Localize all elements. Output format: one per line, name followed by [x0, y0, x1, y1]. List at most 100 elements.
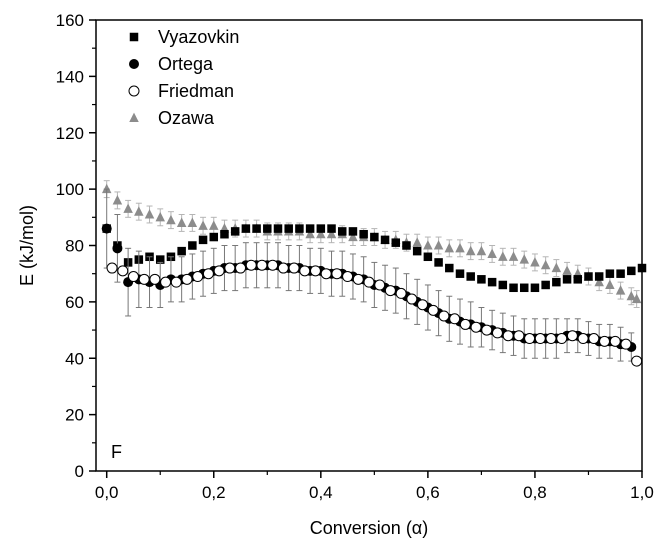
- vyazovkin-point: [316, 224, 326, 233]
- vyazovkin-point: [605, 269, 615, 278]
- friedman-point: [170, 276, 182, 288]
- ozawa-point: [626, 290, 637, 301]
- friedman-point: [395, 287, 407, 299]
- ozawa-point: [540, 259, 551, 270]
- x-tick-label: 0,6: [416, 483, 440, 502]
- ozawa-point: [326, 228, 337, 239]
- vyazovkin-point: [263, 224, 272, 233]
- friedman-point: [599, 335, 611, 347]
- y-tick-label: 20: [65, 406, 84, 425]
- vyazovkin-point: [348, 227, 358, 236]
- vyazovkin-point: [477, 275, 486, 284]
- friedman-point: [502, 330, 514, 342]
- legend-item-vyazovkin: Vyazovkin: [129, 27, 239, 47]
- legend-item-ortega: Ortega: [129, 54, 214, 74]
- x-tick-label: 0,4: [309, 483, 333, 502]
- friedman-point: [545, 333, 557, 345]
- ozawa-point: [498, 251, 508, 261]
- ozawa-point: [615, 285, 626, 295]
- friedman-point: [299, 265, 311, 277]
- ozawa-point: [519, 254, 529, 264]
- friedman-point: [192, 271, 204, 283]
- ozawa-point: [316, 228, 326, 239]
- friedman-point: [609, 335, 621, 347]
- ozawa-point: [508, 251, 519, 261]
- friedman-point: [534, 333, 546, 345]
- ozawa-point: [455, 242, 465, 253]
- friedman-point: [106, 262, 118, 274]
- y-tick-label: 60: [65, 293, 84, 312]
- friedman-point: [513, 330, 525, 342]
- ortega-point: [101, 223, 112, 234]
- legend-label-ortega: Ortega: [158, 54, 214, 74]
- vyazovkin-point: [562, 275, 572, 284]
- friedman-point: [481, 324, 493, 336]
- y-tick-label: 120: [56, 124, 84, 143]
- vyazovkin-point: [466, 272, 475, 281]
- plot-content: [101, 180, 647, 367]
- vyazovkin-point: [573, 275, 583, 284]
- y-tick-label: 80: [65, 237, 84, 256]
- axis-ticks: 0,0 0,2 0,4 0,6 0,8 1,0 0 20 40 60 80 100 120 140 160: [56, 11, 654, 502]
- vyazovkin-point: [616, 269, 625, 278]
- ozawa-point: [348, 231, 358, 242]
- ozawa-point: [487, 248, 497, 259]
- vyazovkin-point: [252, 224, 261, 233]
- vyazovkin-point: [412, 246, 422, 256]
- vyazovkin-point: [391, 238, 401, 247]
- y-axis-label: E (kJ/mol): [17, 205, 37, 286]
- friedman-point: [320, 268, 332, 280]
- vyazovkin-point: [541, 280, 550, 290]
- ozawa-point: [465, 245, 476, 256]
- vyazovkin-point: [487, 277, 497, 287]
- ozawa-point: [562, 265, 572, 275]
- friedman-point: [245, 259, 257, 271]
- ozawa-point: [123, 203, 133, 213]
- friedman-point: [267, 259, 279, 271]
- vyazovkin-point: [509, 283, 518, 293]
- vyazovkin-point: [380, 235, 390, 245]
- ozawa-point: [187, 217, 198, 228]
- x-tick-label: 0,8: [523, 483, 547, 502]
- vyazovkin-point: [423, 252, 433, 262]
- vyazovkin-point: [519, 283, 529, 293]
- friedman-point: [577, 333, 589, 345]
- friedman-point: [181, 273, 193, 285]
- friedman-point: [256, 259, 268, 271]
- vyazovkin-point: [498, 280, 508, 290]
- friedman-point: [556, 333, 568, 345]
- ozawa-point: [134, 206, 144, 216]
- vyazovkin-point: [455, 269, 465, 278]
- ortega-point: [112, 243, 123, 254]
- friedman-point: [459, 318, 471, 330]
- friedman-point: [342, 271, 354, 283]
- vyazovkin-point: [177, 246, 186, 256]
- vyazovkin-point: [220, 229, 229, 239]
- friedman-point: [524, 333, 536, 345]
- y-tick-label: 100: [56, 180, 84, 199]
- vyazovkin-point: [230, 227, 240, 236]
- friedman-point: [449, 313, 461, 325]
- friedman-point: [235, 262, 247, 274]
- friedman-point: [620, 338, 632, 350]
- ozawa-point: [433, 240, 444, 250]
- ozawa-point: [412, 237, 422, 247]
- vyazovkin-point: [209, 232, 219, 242]
- vyazovkin-point: [594, 272, 604, 281]
- ozawa-point: [551, 262, 562, 273]
- x-axis-label: Conversion (α): [310, 518, 428, 538]
- friedman-point: [470, 321, 482, 333]
- legend-item-ozawa: Ozawa: [129, 108, 215, 128]
- vyazovkin-point: [305, 224, 315, 233]
- ozawa-point: [155, 211, 165, 222]
- friedman-point: [417, 299, 429, 311]
- legend-marker-ortega: [129, 59, 139, 69]
- ozawa-point: [631, 293, 642, 304]
- vyazovkin-point: [445, 263, 454, 273]
- friedman-point: [160, 276, 172, 288]
- friedman-point: [406, 293, 418, 305]
- friedman-point: [438, 310, 450, 322]
- friedman-point: [309, 265, 321, 277]
- friedman-point: [566, 330, 578, 342]
